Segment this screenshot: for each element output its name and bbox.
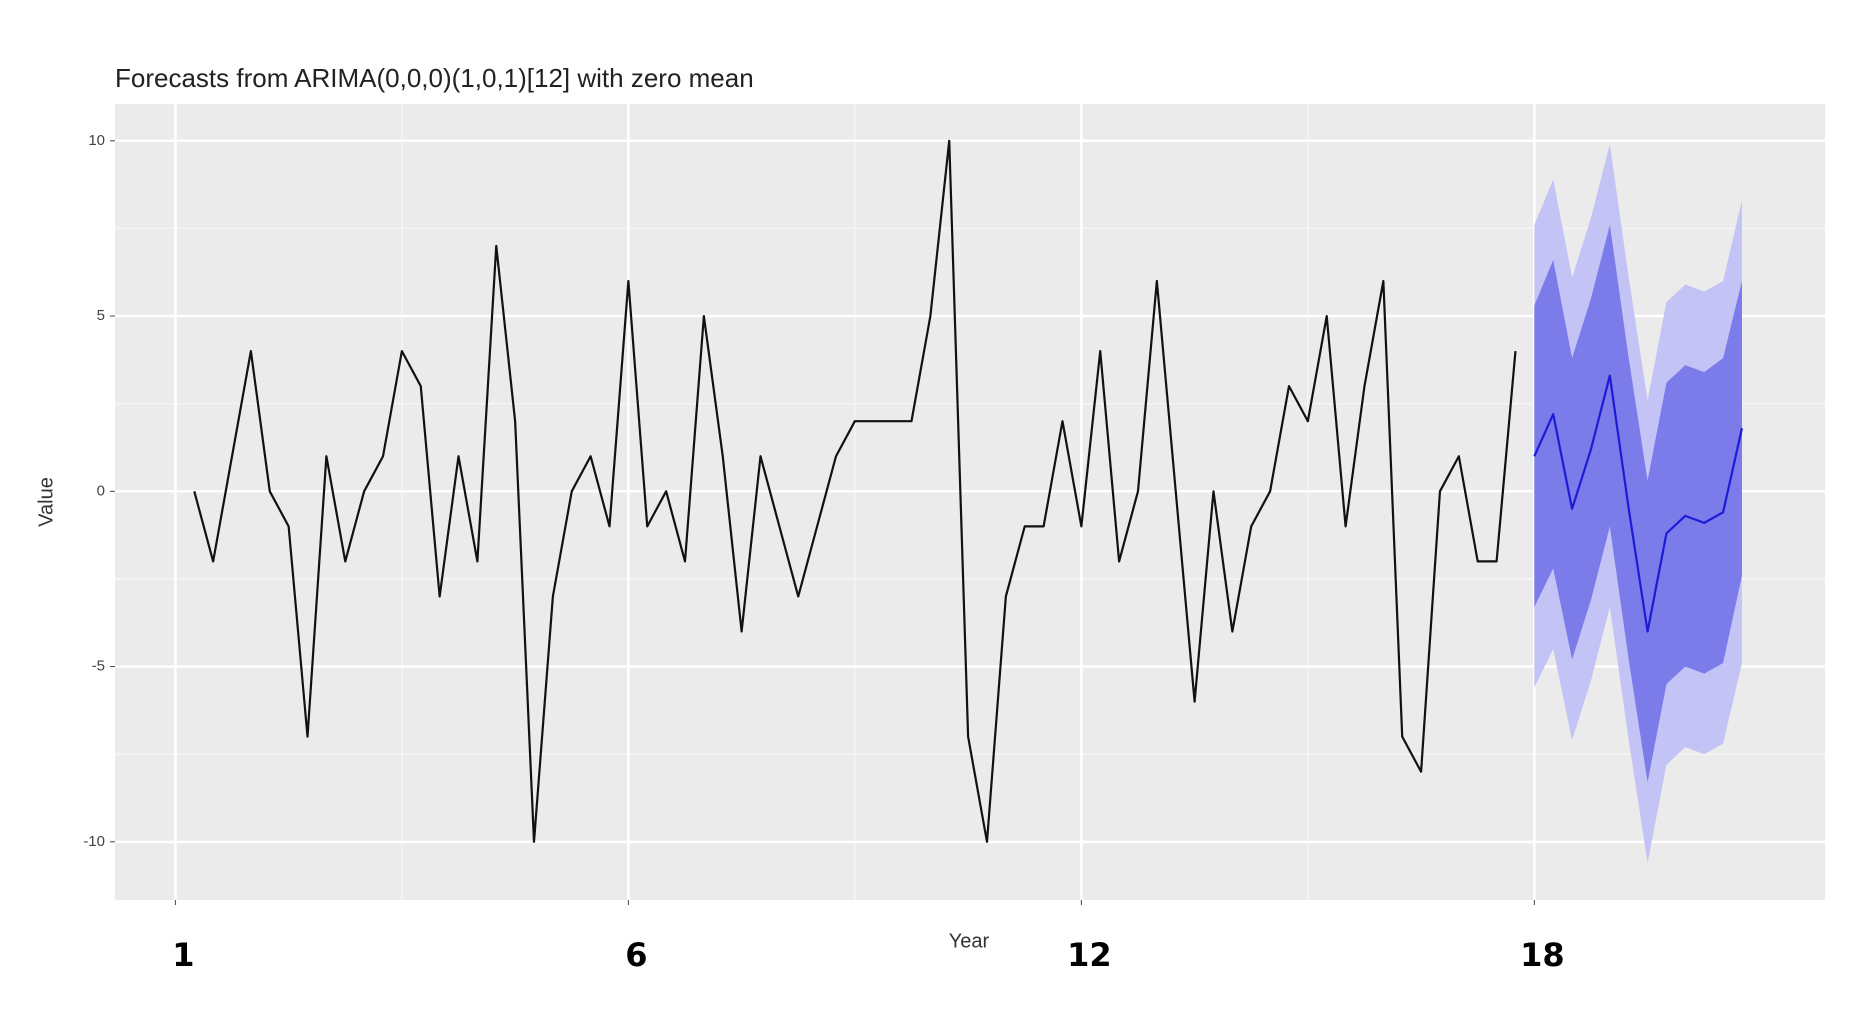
- x-tick-label: 1: [172, 936, 194, 974]
- y-tick-label: 10: [88, 132, 105, 149]
- x-tick-label: 6: [625, 936, 647, 974]
- x-axis-label: Year: [949, 930, 990, 952]
- x-tick-label: 18: [1520, 936, 1565, 974]
- y-tick-label: -10: [83, 833, 105, 850]
- band-80: [1534, 224, 1742, 783]
- forecast-line: [1533, 374, 1744, 633]
- chart-title: Forecasts from ARIMA(0,0,0)(1,0,1)[12] w…: [115, 63, 754, 93]
- y-tick-label: -5: [92, 658, 105, 675]
- observed-line: [193, 139, 1517, 843]
- y-tick-label: 0: [97, 482, 105, 499]
- y-axis-label: Value: [35, 477, 57, 527]
- x-tick-label: 12: [1067, 936, 1112, 974]
- y-tick-label: 5: [97, 307, 105, 324]
